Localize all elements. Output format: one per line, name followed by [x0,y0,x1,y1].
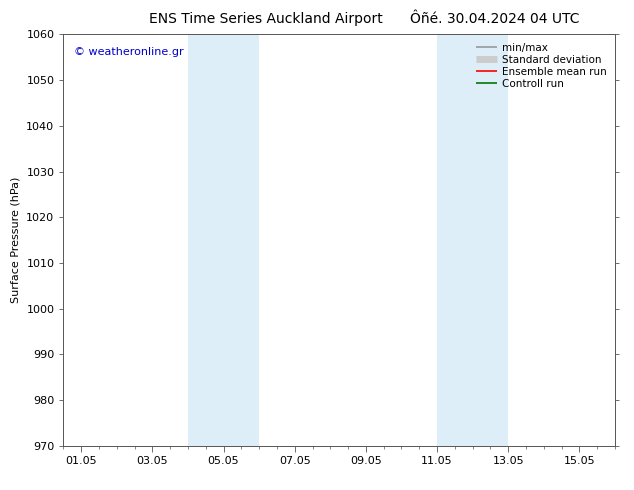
Bar [188,34,259,446]
Text: Ôñé. 30.04.2024 04 UTC: Ôñé. 30.04.2024 04 UTC [410,12,579,26]
Text: © weatheronline.gr: © weatheronline.gr [74,47,184,57]
Legend: min/max, Standard deviation, Ensemble mean run, Controll run: min/max, Standard deviation, Ensemble me… [473,40,610,92]
Bar [437,34,508,446]
Y-axis label: Surface Pressure (hPa): Surface Pressure (hPa) [11,177,21,303]
Text: ENS Time Series Auckland Airport: ENS Time Series Auckland Airport [150,12,383,26]
